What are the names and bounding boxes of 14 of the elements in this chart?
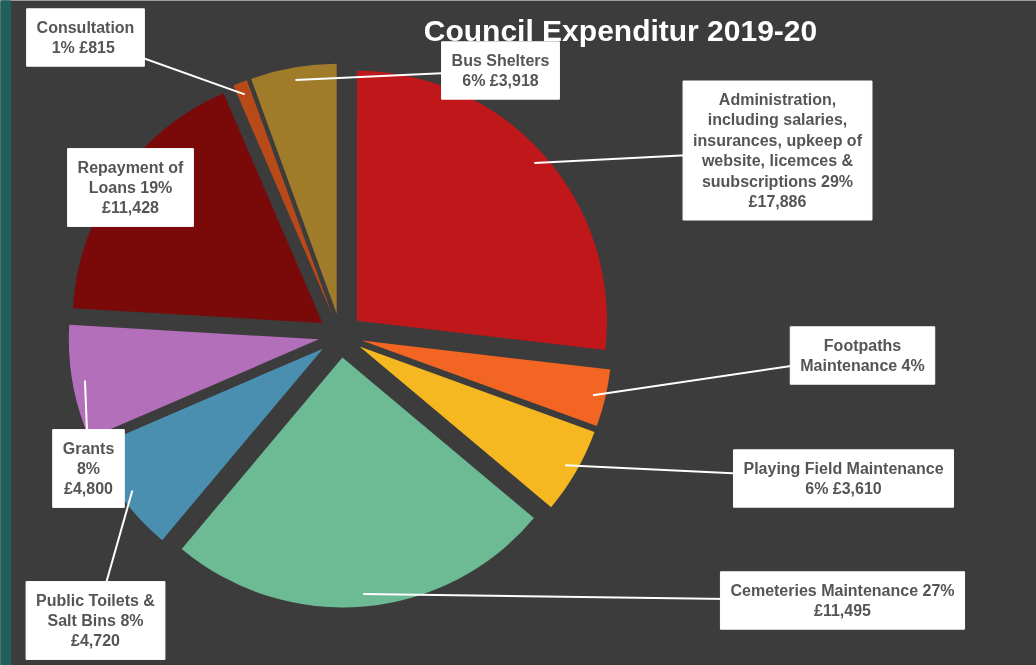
slice-label: Public Toilets & Salt Bins 8% £4,720: [36, 591, 156, 650]
data-label: 8% £4,800: [64, 460, 114, 498]
slice-label: Cemeteries Maintenance 27% £11,495: [730, 581, 955, 620]
slice-label: Footpaths Maintenance 4%: [800, 336, 925, 375]
slice-label: Bus Shelters: [451, 51, 550, 69]
slice-label: Administration, including salaries, insurances, upkeep of website, licemces & suubscriptions 29% £17,886: [693, 91, 863, 210]
slice-label: Grants: [62, 439, 115, 457]
data-label: 6% £3,610: [805, 480, 882, 498]
slice-label: Repayment of Loans 19% £11,428: [77, 158, 185, 217]
slice-label: Playing Field Maintenance: [743, 459, 944, 477]
chart-title: Council Expenditur 2019-20: [423, 14, 818, 47]
slice-label: Consultation: [36, 18, 135, 36]
data-label: 6% £3,918: [462, 72, 539, 90]
data-label: 1% £815: [51, 39, 115, 57]
